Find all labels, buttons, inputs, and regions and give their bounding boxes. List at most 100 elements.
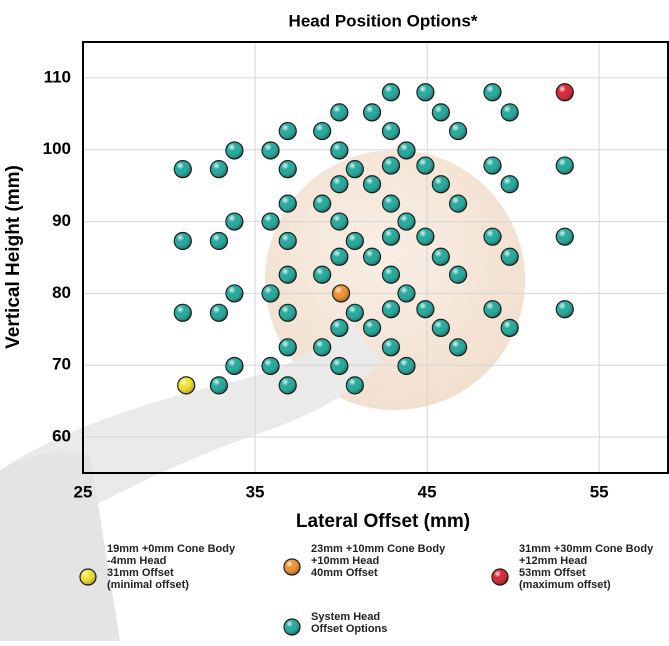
point-shine: [331, 319, 348, 336]
point: [382, 266, 399, 283]
point: [226, 285, 243, 302]
point-shine: [262, 357, 279, 374]
point: [331, 176, 348, 193]
point-shine: [174, 304, 191, 321]
point-shine: [501, 319, 518, 336]
point-shine: [432, 248, 449, 265]
point: [262, 357, 279, 374]
point: [450, 195, 467, 212]
point-shine: [398, 357, 415, 374]
point-shine: [398, 213, 415, 230]
point-shine: [382, 195, 399, 212]
point: [501, 248, 518, 265]
point-shine: [450, 123, 467, 140]
point: [314, 339, 331, 356]
point: [279, 195, 296, 212]
point: [364, 104, 381, 121]
point: [331, 213, 348, 230]
point-shine: [279, 339, 296, 356]
point: [501, 176, 518, 193]
point-shine: [450, 266, 467, 283]
point-shine: [432, 319, 449, 336]
y-tick-label: 90: [52, 211, 71, 230]
point: [346, 304, 363, 321]
legend-detail: -4mm Head: [107, 555, 166, 567]
legend-swatch: [80, 569, 96, 585]
point: [432, 319, 449, 336]
point: [432, 248, 449, 265]
legend-detail: 53mm Offset: [519, 567, 586, 579]
point-shine: [314, 195, 331, 212]
point: [279, 232, 296, 249]
point: [226, 142, 243, 159]
legend-detail: Offset Options: [311, 623, 387, 635]
point-shine: [450, 339, 467, 356]
point: [450, 266, 467, 283]
point-shine: [382, 123, 399, 140]
point-shine: [417, 157, 434, 174]
point-shine: [364, 319, 381, 336]
point-shine: [279, 123, 296, 140]
legend-detail: 31mm Offset: [107, 567, 174, 579]
point-shine: [174, 232, 191, 249]
point-shine: [364, 104, 381, 121]
point: [364, 176, 381, 193]
point: [262, 142, 279, 159]
point-shine: [331, 213, 348, 230]
point-shine: [174, 161, 191, 178]
x-tick-label: 35: [246, 482, 265, 501]
legend-swatch-shine: [284, 559, 300, 575]
point-shine: [226, 357, 243, 374]
point: [556, 301, 573, 318]
point-shine: [484, 84, 501, 101]
point-shine: [314, 266, 331, 283]
point-shine: [382, 301, 399, 318]
point: [417, 157, 434, 174]
legend-detail: (maximum offset): [519, 579, 611, 591]
point-shine: [314, 339, 331, 356]
point: [346, 377, 363, 394]
point-shine: [398, 142, 415, 159]
point: [417, 84, 434, 101]
point-shine: [262, 213, 279, 230]
point: [226, 213, 243, 230]
legend-swatch: [492, 569, 508, 585]
point-shine: [331, 104, 348, 121]
point-shine: [279, 232, 296, 249]
point: [398, 213, 415, 230]
point: [210, 161, 227, 178]
point-shine: [417, 84, 434, 101]
point: [174, 161, 191, 178]
legend-label: 23mm +10mm Cone Body: [311, 543, 446, 555]
point-shine: [314, 123, 331, 140]
legend-label: System Head: [311, 611, 380, 623]
point: [210, 377, 227, 394]
point-shine: [226, 142, 243, 159]
point-shine: [279, 304, 296, 321]
point: [333, 285, 350, 302]
point: [331, 357, 348, 374]
point-shine: [210, 377, 227, 394]
legend-label: 19mm +0mm Cone Body: [107, 543, 236, 555]
point-shine: [346, 377, 363, 394]
point-shine: [279, 266, 296, 283]
point-shine: [432, 104, 449, 121]
x-tick-label: 25: [74, 482, 93, 501]
point-shine: [279, 377, 296, 394]
point: [279, 377, 296, 394]
point: [314, 123, 331, 140]
y-tick-label: 80: [52, 283, 71, 302]
point-shine: [501, 176, 518, 193]
point-shine: [556, 157, 573, 174]
point-shine: [382, 266, 399, 283]
point: [398, 285, 415, 302]
point: [484, 84, 501, 101]
point: [556, 228, 573, 245]
point: [382, 157, 399, 174]
point-shine: [210, 304, 227, 321]
point-shine: [210, 232, 227, 249]
point: [432, 176, 449, 193]
point: [556, 84, 573, 101]
point-shine: [450, 195, 467, 212]
point: [210, 304, 227, 321]
